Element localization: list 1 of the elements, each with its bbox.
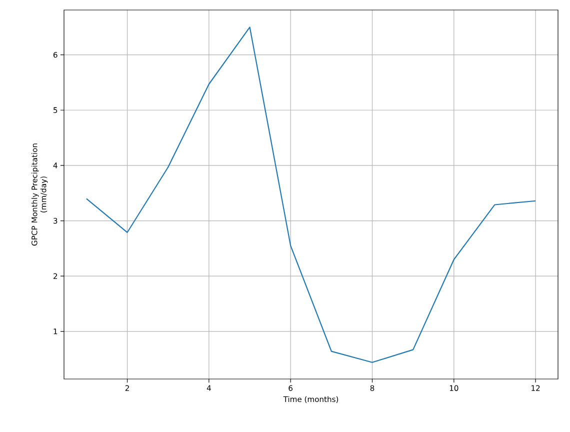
line-series — [86, 26, 536, 363]
